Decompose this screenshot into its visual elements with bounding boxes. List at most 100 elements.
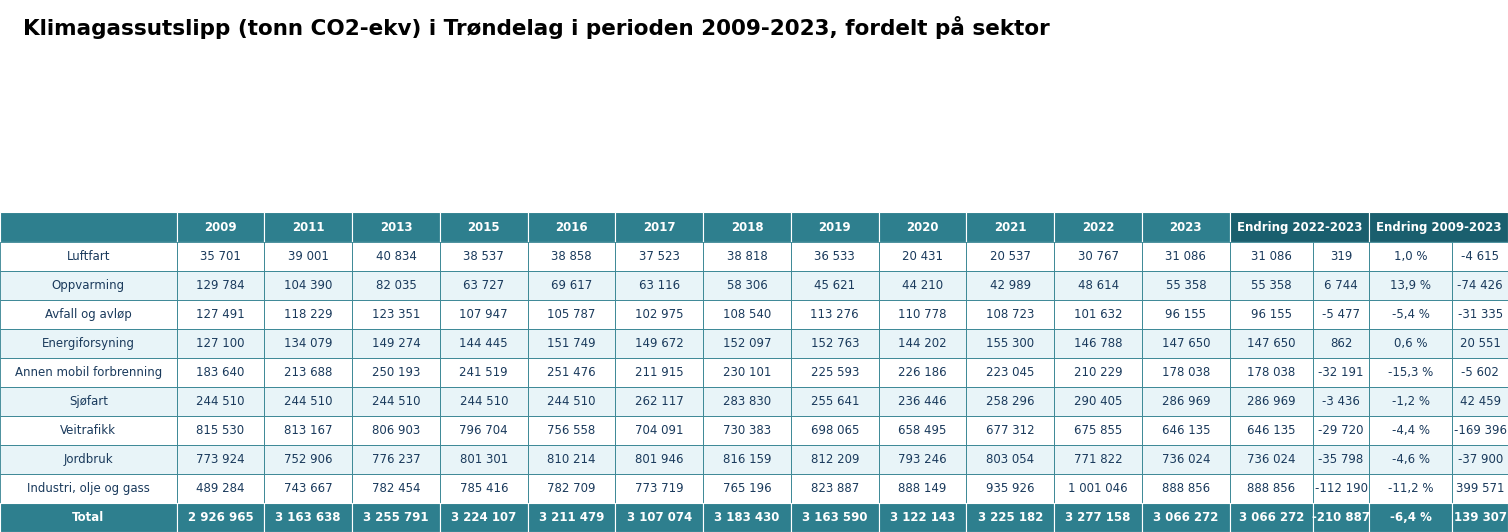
Text: 108 723: 108 723 [986, 307, 1034, 321]
Text: 210 229: 210 229 [1074, 365, 1122, 379]
Text: 823 887: 823 887 [811, 482, 860, 495]
Text: 107 947: 107 947 [460, 307, 508, 321]
Text: 677 312: 677 312 [986, 424, 1034, 437]
Bar [1142, 416, 1229, 445]
Bar [1229, 271, 1313, 300]
Bar [264, 329, 351, 358]
Bar [1229, 503, 1313, 532]
Bar [967, 503, 1054, 532]
Text: -1,2 %: -1,2 % [1392, 395, 1430, 408]
Text: -6,4 %: -6,4 % [1390, 511, 1431, 524]
Bar [1369, 416, 1452, 445]
Text: Avfall og avløp: Avfall og avløp [45, 307, 131, 321]
Bar [1229, 445, 1313, 474]
Bar [0, 358, 176, 387]
Bar [1054, 416, 1142, 445]
Bar [1229, 358, 1313, 387]
Bar [528, 474, 615, 503]
Bar [967, 387, 1054, 416]
Bar [790, 416, 879, 445]
Text: 646 135: 646 135 [1247, 424, 1295, 437]
Bar [1452, 416, 1508, 445]
Text: 776 237: 776 237 [371, 453, 421, 466]
Text: 110 778: 110 778 [899, 307, 947, 321]
Text: 286 969: 286 969 [1161, 395, 1209, 408]
Text: 152 763: 152 763 [811, 337, 860, 350]
Bar [967, 242, 1054, 271]
Bar [1452, 329, 1508, 358]
Bar [703, 445, 790, 474]
Bar [264, 416, 351, 445]
Bar [1054, 300, 1142, 329]
Bar [1369, 300, 1452, 329]
Bar [1313, 300, 1369, 329]
Bar [528, 445, 615, 474]
Bar [176, 387, 264, 416]
Text: 756 558: 756 558 [547, 424, 596, 437]
Bar [351, 300, 440, 329]
Text: 730 383: 730 383 [722, 424, 771, 437]
Text: 58 306: 58 306 [727, 279, 768, 292]
Text: 698 065: 698 065 [811, 424, 860, 437]
Text: 226 186: 226 186 [899, 365, 947, 379]
Bar [0, 329, 176, 358]
Bar [1142, 300, 1229, 329]
Text: 6 744: 6 744 [1324, 279, 1357, 292]
Text: 290 405: 290 405 [1074, 395, 1122, 408]
Text: 319: 319 [1330, 250, 1353, 263]
Text: 104 390: 104 390 [284, 279, 332, 292]
Bar [1142, 445, 1229, 474]
Bar [0, 271, 176, 300]
Bar [1313, 242, 1369, 271]
Text: 2 926 965: 2 926 965 [187, 511, 253, 524]
Bar [1142, 329, 1229, 358]
Text: 793 246: 793 246 [899, 453, 947, 466]
Text: 42 989: 42 989 [989, 279, 1031, 292]
Text: Luftfart: Luftfart [66, 250, 110, 263]
Text: -5 602: -5 602 [1461, 365, 1499, 379]
Text: -15,3 %: -15,3 % [1387, 365, 1433, 379]
Bar [1369, 387, 1452, 416]
Text: 862: 862 [1330, 337, 1353, 350]
Text: 262 117: 262 117 [635, 395, 683, 408]
Text: 2013: 2013 [380, 220, 412, 234]
Bar [176, 474, 264, 503]
Text: 704 091: 704 091 [635, 424, 683, 437]
Text: 223 045: 223 045 [986, 365, 1034, 379]
Bar [1054, 329, 1142, 358]
Text: 782 454: 782 454 [372, 482, 421, 495]
Text: 258 296: 258 296 [986, 395, 1034, 408]
Text: 129 784: 129 784 [196, 279, 244, 292]
Text: 13,9 %: 13,9 % [1390, 279, 1431, 292]
Bar [1313, 503, 1369, 532]
Bar [1452, 474, 1508, 503]
Text: 144 202: 144 202 [899, 337, 947, 350]
Text: 225 593: 225 593 [811, 365, 860, 379]
Text: 38 818: 38 818 [727, 250, 768, 263]
Bar [440, 503, 528, 532]
Text: Klimagassutslipp (tonn CO2-ekv) i Trøndelag i perioden 2009-2023, fordelt på sek: Klimagassutslipp (tonn CO2-ekv) i Trønde… [23, 16, 1050, 39]
Text: -74 426: -74 426 [1457, 279, 1503, 292]
Text: 146 788: 146 788 [1074, 337, 1122, 350]
Bar [0, 387, 176, 416]
Bar [440, 358, 528, 387]
Text: 244 510: 244 510 [547, 395, 596, 408]
Bar [351, 503, 440, 532]
Bar [176, 416, 264, 445]
Bar [176, 212, 264, 242]
Text: 251 476: 251 476 [547, 365, 596, 379]
Bar [1229, 329, 1313, 358]
Bar [1452, 445, 1508, 474]
Bar [1369, 474, 1452, 503]
Bar [264, 445, 351, 474]
Bar [528, 271, 615, 300]
Bar [351, 212, 440, 242]
Bar [528, 416, 615, 445]
Text: 3 224 107: 3 224 107 [451, 511, 516, 524]
Text: 244 510: 244 510 [460, 395, 508, 408]
Text: 801 946: 801 946 [635, 453, 683, 466]
Text: 489 284: 489 284 [196, 482, 244, 495]
Bar [528, 300, 615, 329]
Bar [1313, 358, 1369, 387]
Bar [790, 474, 879, 503]
